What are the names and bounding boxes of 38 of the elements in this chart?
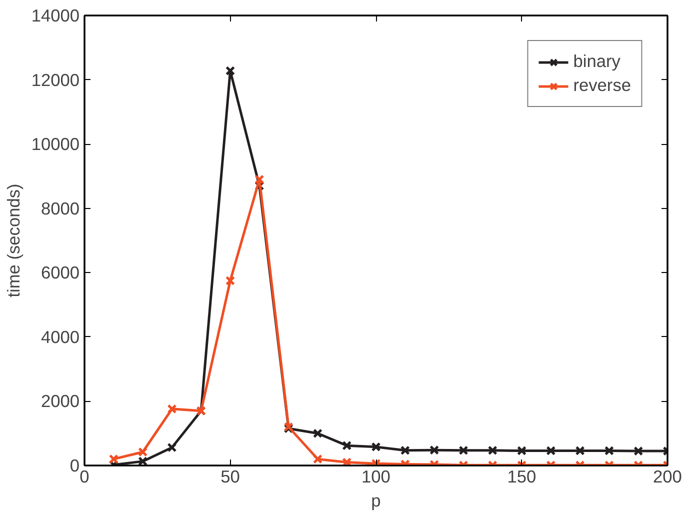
point <box>371 442 381 452</box>
point <box>138 447 148 457</box>
point <box>488 446 498 456</box>
point <box>225 66 236 76</box>
point <box>400 446 410 456</box>
point <box>312 454 322 464</box>
legend-label: binary <box>573 51 620 72</box>
point <box>254 174 264 184</box>
point <box>546 446 556 456</box>
point <box>342 440 352 450</box>
point <box>167 404 177 414</box>
y-tick-label: 12000 <box>31 70 80 90</box>
point <box>167 442 177 452</box>
y-tick-label: 10000 <box>31 134 80 154</box>
x-tick-label: 200 <box>653 466 682 486</box>
x-axis-title: p <box>371 490 381 510</box>
point <box>342 458 352 466</box>
point <box>516 446 527 456</box>
x-tick-label: 50 <box>220 466 240 486</box>
y-tick-label: 8000 <box>40 198 80 218</box>
point <box>430 445 440 455</box>
y-tick-label: 6000 <box>40 262 80 283</box>
point <box>225 276 236 286</box>
point <box>575 446 585 456</box>
legend-label: reverse <box>573 75 631 96</box>
x-tick-label: 100 <box>362 466 390 486</box>
point <box>312 428 322 438</box>
y-axis-title: time (seconds) <box>3 184 24 298</box>
point <box>108 454 118 464</box>
point <box>634 446 644 456</box>
point <box>138 456 148 466</box>
y-tick-label: 2000 <box>40 391 80 412</box>
point <box>458 446 468 456</box>
point <box>604 446 614 456</box>
y-tick-label: 14000 <box>31 6 80 26</box>
y-tick-label: 4000 <box>40 326 80 347</box>
point <box>371 458 381 466</box>
x-tick-label: 150 <box>507 466 536 486</box>
